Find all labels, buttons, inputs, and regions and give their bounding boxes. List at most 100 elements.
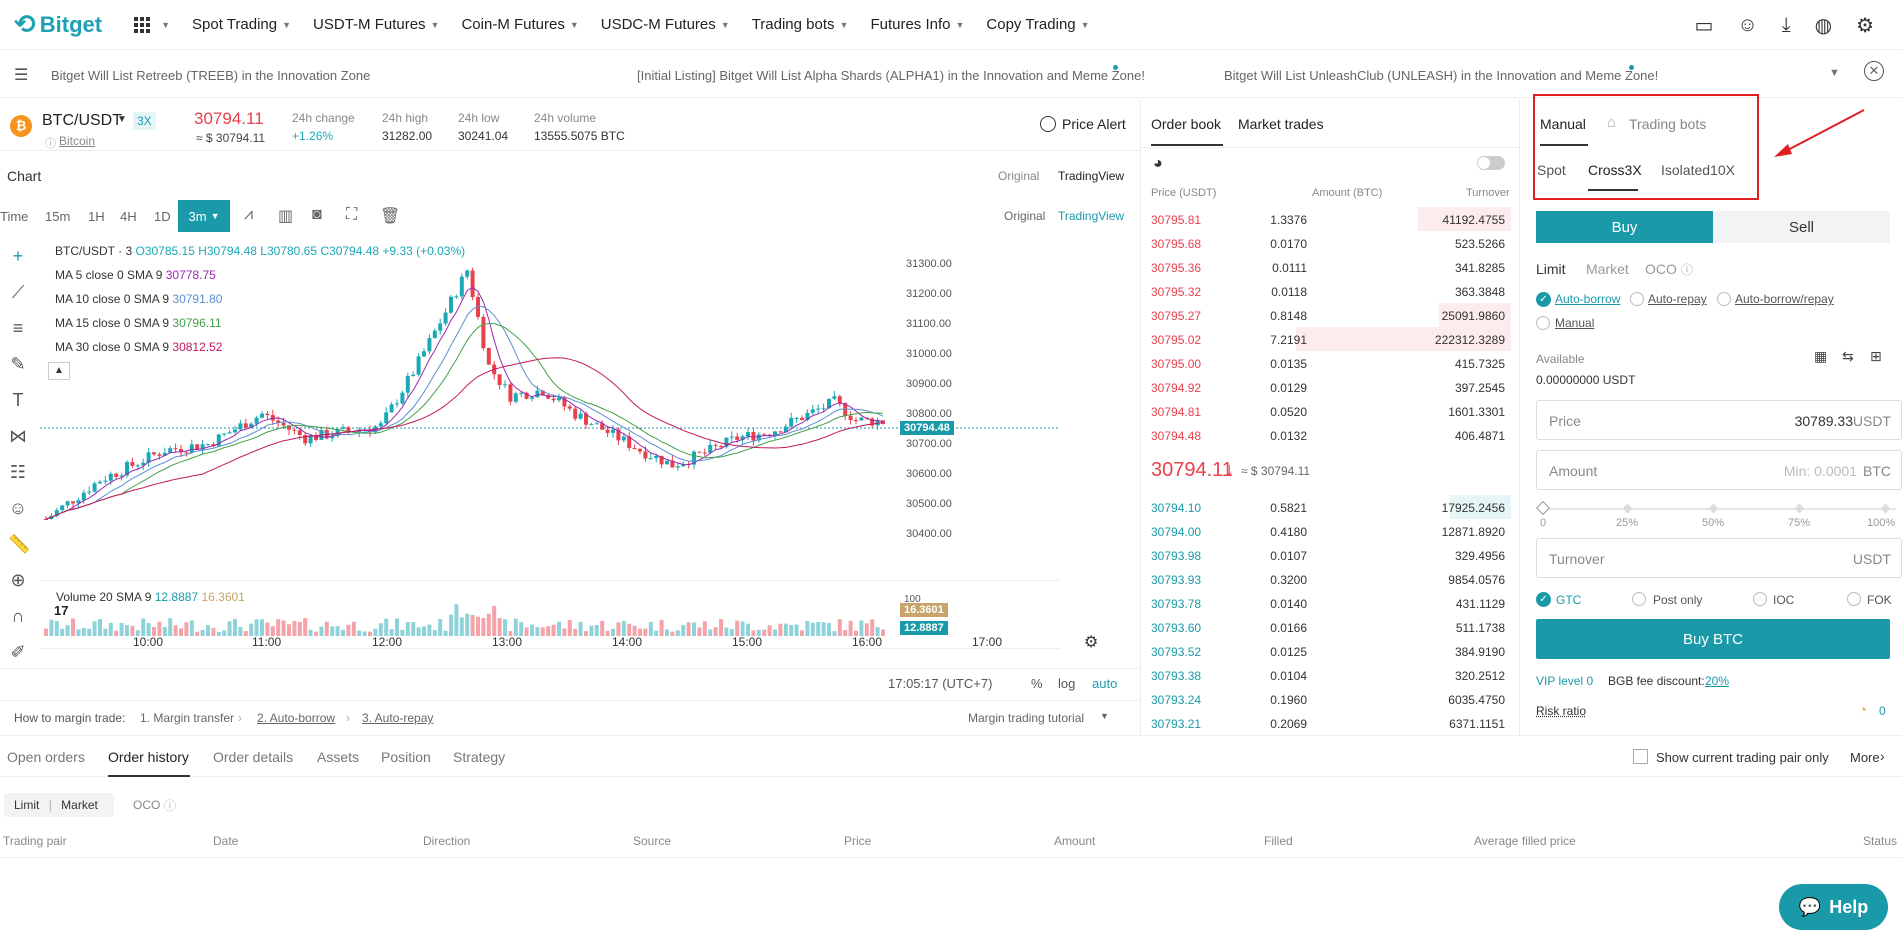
fullscreen-icon[interactable]: ⛶	[346, 206, 358, 223]
collapse-legend-button[interactable]: ▲	[48, 362, 70, 380]
price-alert-button[interactable]: Price Alert	[1040, 116, 1126, 132]
nav-copy-trading[interactable]: Copy Trading ▼	[986, 16, 1089, 33]
bgb-value[interactable]: 20%	[1705, 674, 1730, 688]
amount-slider[interactable]	[1542, 508, 1896, 510]
sell-tab[interactable]: Sell	[1713, 211, 1890, 243]
nav-spot-trading[interactable]: Spot Trading ▼	[192, 16, 291, 33]
view-tradingview-tab[interactable]: TradingView	[1058, 169, 1125, 183]
candle-type-icon[interactable]: ▥	[278, 208, 294, 225]
radio-unchecked-icon[interactable]	[1632, 592, 1646, 606]
tif-gtc[interactable]: GTC	[1556, 593, 1582, 607]
radio-unchecked-icon[interactable]	[1717, 292, 1731, 306]
tab-order-book[interactable]: Order book	[1151, 116, 1222, 132]
globe-icon[interactable]: ◍	[1814, 14, 1833, 37]
ruler-icon[interactable]: 📏	[8, 534, 31, 554]
order-type-market[interactable]: Market	[61, 798, 98, 812]
candlestick-chart[interactable]: BTC/USDT · 3 O30785.15 H30794.48 L30780.…	[40, 240, 1098, 660]
orderbook-row[interactable]: 30793.52 0.0125 384.9190	[1141, 639, 1517, 663]
trash-icon[interactable]: 🗑	[380, 208, 401, 225]
tab-strategy[interactable]: Strategy	[453, 749, 506, 765]
ticker-item[interactable]: Bitget Will List UnleashClub (UNLEASH) i…	[1224, 68, 1659, 83]
order-type-limit[interactable]: Limit	[14, 798, 40, 812]
help-button[interactable]: 💬 Help	[1779, 884, 1888, 930]
margin-step[interactable]: 3. Auto-repay	[362, 711, 434, 725]
brand-logo[interactable]: ⟲ Bitget	[14, 9, 102, 40]
trend-line-icon[interactable]: ⟋	[11, 282, 25, 302]
orderbook-row[interactable]: 30795.27 0.8148 25091.9860	[1141, 303, 1517, 327]
nav-futures-info[interactable]: Futures Info ▼	[870, 16, 964, 33]
interval-3m-active[interactable]: 3m ▼	[178, 200, 230, 232]
tab-cross3x[interactable]: Cross3X	[1588, 162, 1642, 178]
tab-manual[interactable]: Manual	[1540, 116, 1586, 132]
slider-handle[interactable]	[1535, 500, 1551, 516]
tif-post-only[interactable]: Post only	[1653, 593, 1703, 607]
radio-unchecked-icon[interactable]	[1847, 592, 1861, 606]
view-original-tab[interactable]: Original	[998, 169, 1040, 183]
interval-15m[interactable]: 15m	[45, 209, 71, 224]
crosshair-icon[interactable]: +	[12, 246, 24, 266]
chart-settings-icon[interactable]: ⚙	[1084, 634, 1099, 651]
tab-position[interactable]: Position	[381, 749, 431, 765]
orderbook-row[interactable]: 30794.48 0.0132 406.4871	[1141, 423, 1517, 447]
borrow-icon[interactable]: ⊞	[1870, 348, 1882, 364]
wallet-icon[interactable]: ▭	[1694, 14, 1714, 37]
brush-icon[interactable]: ✎	[10, 354, 26, 374]
orderbook-row[interactable]: 30794.10 0.5821 17925.2456	[1141, 495, 1517, 519]
show-current-pair-label[interactable]: Show current trading pair only	[1656, 750, 1829, 765]
orderbook-row[interactable]: 30794.00 0.4180 12871.8920	[1141, 519, 1517, 543]
orderbook-row[interactable]: 30793.38 0.0104 320.2512	[1141, 663, 1517, 687]
opt-auto-borrow-repay[interactable]: Auto-borrow/repay	[1735, 292, 1834, 306]
radio-unchecked-icon[interactable]	[1753, 592, 1767, 606]
orderbook-row[interactable]: 30795.68 0.0170 523.5266	[1141, 231, 1517, 255]
tab-trading-bots[interactable]: Trading bots	[1629, 116, 1707, 132]
orderbook-row[interactable]: 30795.32 0.0118 363.3848	[1141, 279, 1517, 303]
ticker-item[interactable]: Bitget Will List Retreeb (TREEB) in the …	[51, 68, 371, 83]
orderbook-row[interactable]: 30793.93 0.3200 9854.0576	[1141, 567, 1517, 591]
apps-menu[interactable]: ▼	[134, 16, 170, 33]
view-original-tab-2[interactable]: Original	[1004, 209, 1046, 223]
ticker-item[interactable]: [Initial Listing] Bitget Will List Alpha…	[637, 68, 1145, 83]
chevron-down-icon[interactable]: ▼	[1829, 67, 1840, 79]
opt-auto-borrow[interactable]: Auto-borrow	[1555, 292, 1621, 306]
orderbook-row[interactable]: 30794.92 0.0129 397.2545	[1141, 375, 1517, 399]
order-type-market[interactable]: Market	[1586, 261, 1629, 277]
tab-isolated10x[interactable]: Isolated10X	[1661, 162, 1735, 178]
camera-icon[interactable]: ◙	[312, 206, 322, 223]
percent-scale-toggle[interactable]: %	[1031, 676, 1043, 691]
nav-usdc-m-futures[interactable]: USDC-M Futures ▼	[601, 16, 730, 33]
orderbook-row[interactable]: 30794.81 0.0520 1601.3301	[1141, 399, 1517, 423]
fib-icon[interactable]: ☷	[9, 462, 27, 482]
order-type-oco[interactable]: OCO	[133, 798, 161, 812]
orderbook-row[interactable]: 30795.02 7.2191 222312.3289	[1141, 327, 1517, 351]
depth-view-icon[interactable]: ◕	[1153, 155, 1163, 172]
zoom-in-icon[interactable]: ⊕	[10, 570, 26, 590]
pair-symbol[interactable]: BTC/USDT	[42, 112, 122, 129]
order-type-limit[interactable]: Limit	[1536, 261, 1566, 277]
orderbook-row[interactable]: 30793.60 0.0166 511.1738	[1141, 615, 1517, 639]
lock-drawing-icon[interactable]: ✐	[10, 642, 26, 662]
tutorial-link[interactable]: Margin trading tutorial	[968, 711, 1085, 725]
close-icon[interactable]: ✕	[1864, 61, 1884, 81]
interval-1d[interactable]: 1D	[154, 209, 171, 224]
auto-scale-toggle[interactable]: auto	[1092, 676, 1118, 691]
opt-auto-repay[interactable]: Auto-repay	[1648, 292, 1707, 306]
tab-open-orders[interactable]: Open orders	[7, 749, 85, 765]
coin-name-link[interactable]: Bitcoin	[59, 134, 96, 148]
orderbook-row[interactable]: 30793.24 0.1960 6035.4750	[1141, 687, 1517, 711]
orderbook-row[interactable]: 30795.81 1.3376 41192.4755	[1141, 207, 1517, 231]
magnet-icon[interactable]: ∩	[11, 606, 25, 626]
transfer-icon[interactable]: ⇆	[1842, 348, 1854, 364]
settings-icon[interactable]: ⚙	[1856, 14, 1874, 37]
amount-field[interactable]: Amount Min: 0.0001 BTC	[1536, 450, 1902, 490]
margin-step[interactable]: 2. Auto-borrow	[257, 711, 336, 725]
interval-4h[interactable]: 4H	[120, 209, 137, 224]
view-tradingview-tab-2[interactable]: TradingView	[1058, 209, 1125, 223]
log-scale-toggle[interactable]: log	[1058, 676, 1076, 691]
user-icon[interactable]: ☺	[1737, 13, 1758, 36]
orderbook-row[interactable]: 30793.21 0.2069 6371.1151	[1141, 711, 1517, 735]
orderbook-row[interactable]: 30795.36 0.0111 341.8285	[1141, 255, 1517, 279]
download-icon[interactable]: ⤓	[1781, 13, 1791, 36]
price-field[interactable]: Price 30789.33 USDT	[1536, 400, 1902, 440]
emoji-icon[interactable]: ☺	[8, 498, 28, 518]
nav-trading-bots[interactable]: Trading bots ▼	[752, 16, 849, 33]
